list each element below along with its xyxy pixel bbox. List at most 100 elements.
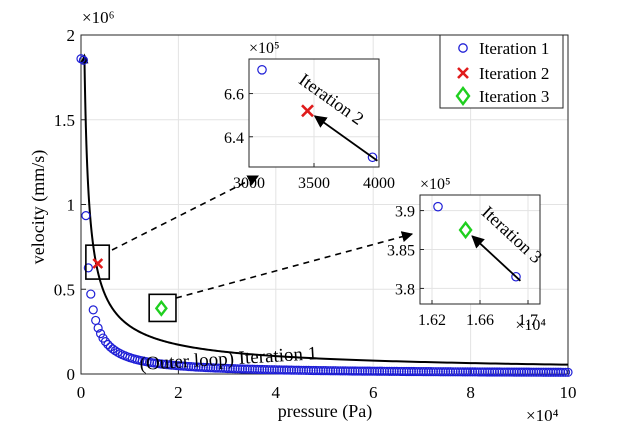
iteration-1-point (538, 367, 549, 377)
iteration-1-point (411, 366, 421, 377)
inset-x-exponent: ×10⁴ (515, 317, 546, 334)
iteration-1-point (445, 367, 456, 377)
x-tick-label: 10 (560, 383, 577, 402)
iteration-1-point (370, 366, 380, 376)
y-tick-label: 1 (67, 196, 76, 215)
iteration-1-point (548, 367, 558, 377)
inset-iteration-1-point (367, 152, 378, 163)
iteration-1-point (245, 364, 255, 374)
iteration-1-point (526, 367, 536, 377)
y-axis-label: velocity (mm/s) (28, 150, 49, 264)
iteration-1-point (250, 364, 260, 374)
iteration-1-point (512, 367, 522, 377)
iteration-2-point (92, 258, 104, 269)
iteration-1-point (233, 364, 243, 374)
iteration-1-point (551, 367, 561, 377)
iteration-1-point (406, 366, 416, 377)
legend-circle-marker (458, 43, 468, 53)
iteration-1-point (299, 365, 309, 375)
iteration-1-point (467, 367, 478, 377)
zoom-box-2 (148, 293, 177, 323)
iteration-1-point (291, 365, 301, 375)
iteration-1-point (345, 366, 355, 376)
iteration-1-point (509, 367, 519, 377)
inset-axes-box (248, 58, 380, 168)
iteration-1-point (453, 367, 463, 377)
iteration-1-point (558, 367, 568, 377)
iteration-1-point (487, 367, 497, 377)
iteration-1-point (230, 364, 240, 374)
legend: Iteration 1 Iteration 2 Iteration 3 (439, 34, 564, 109)
iteration-1-point (414, 366, 424, 377)
zoom-boxes (85, 244, 177, 323)
main-data (76, 53, 573, 377)
zoom-box-1 (85, 244, 111, 280)
iteration-1-point (541, 367, 551, 377)
iteration-1-point (556, 367, 566, 377)
iteration-1-point (458, 367, 468, 377)
inset-iteration-3-point (458, 220, 473, 240)
iteration-1-point (308, 365, 319, 376)
inset-x-tick-label: 1.66 (466, 312, 494, 329)
iteration-1-point (255, 364, 265, 375)
iteration-1-point (93, 323, 103, 333)
iteration-1-point (286, 365, 297, 375)
iteration-1-point (560, 367, 571, 377)
iteration-1-point (396, 366, 407, 377)
iteration-1-point (289, 365, 299, 375)
iteration-1-point (543, 367, 554, 377)
inset-arrow (313, 115, 378, 162)
main-x-ticks: 0 2 4 6 8 10 (77, 369, 577, 402)
iteration-1-point (421, 367, 431, 377)
inset-y-exponent: ×10⁵ (249, 40, 280, 57)
outer-loop-curve (83, 55, 569, 366)
iteration-1-point (252, 364, 262, 374)
iteration-1-point (318, 366, 328, 376)
legend-label: Iteration 2 (479, 64, 549, 83)
inset-x-tick-label: 3500 (298, 175, 330, 192)
iteration-1-point (348, 366, 358, 376)
iteration-1-point (362, 366, 372, 376)
iteration-1-point (529, 367, 539, 377)
iteration-1-point (433, 367, 443, 377)
iteration-1-point (323, 366, 333, 376)
iteration-1-point (284, 365, 294, 375)
iteration-1-point (223, 363, 233, 374)
iteration-1-point (264, 365, 275, 375)
iteration-1-point (546, 367, 556, 377)
inset-iteration-1-point (257, 65, 267, 75)
iteration-1-point (465, 367, 475, 377)
iteration-1-point (352, 366, 363, 376)
iteration-1-point (330, 366, 341, 376)
iteration-1-point (521, 367, 531, 377)
iteration-1-point (553, 367, 563, 377)
iteration-1-point (218, 363, 228, 373)
iteration-1-point (536, 367, 546, 377)
iteration-1-point (502, 367, 512, 377)
iteration-1-point (86, 289, 96, 299)
iteration-1-point (394, 366, 404, 377)
iteration-1-point (475, 367, 485, 377)
iteration-1-point (326, 366, 336, 376)
inset-y-tick-label: 6.6 (224, 87, 244, 104)
x-tick-label: 8 (466, 383, 475, 402)
legend-item-iteration-2: Iteration 2 (457, 64, 549, 83)
iteration-1-point (228, 364, 238, 374)
iteration-1-point (492, 367, 502, 377)
iteration-1-point (365, 366, 375, 376)
inset-x-tick-label: 4000 (363, 175, 395, 192)
iteration-1-point (262, 365, 272, 375)
iteration-1-point (240, 364, 250, 374)
y-tick-label: 0.5 (54, 280, 75, 299)
iteration-1-point (477, 367, 487, 377)
y-tick-label: 0 (67, 365, 76, 384)
iteration-1-point (83, 263, 93, 273)
iteration-1-point (441, 367, 451, 377)
iteration-1-point (485, 367, 495, 377)
iteration-1-point (272, 365, 282, 375)
y-tick-label: 2 (67, 26, 76, 45)
iteration-1-point (367, 366, 377, 376)
